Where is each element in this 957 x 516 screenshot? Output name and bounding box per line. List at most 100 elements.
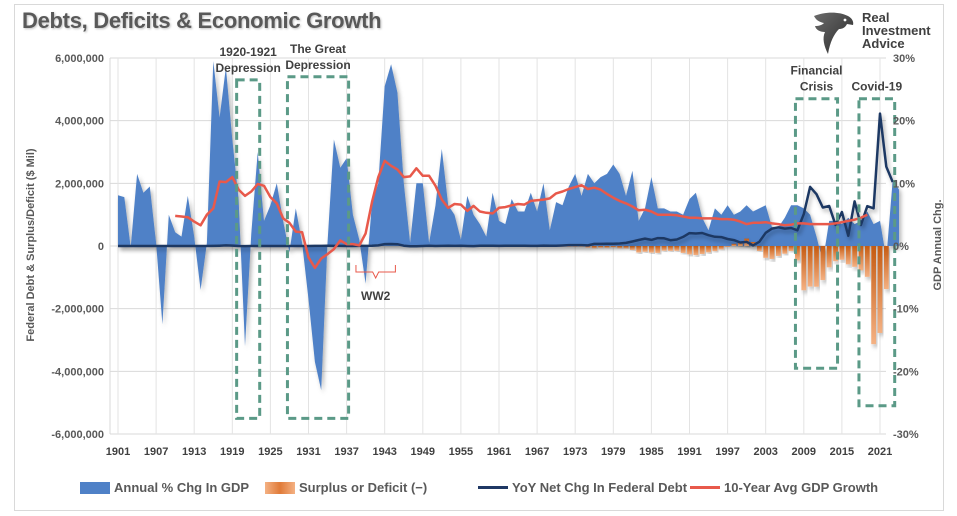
- x-tick-label: 1967: [525, 446, 549, 458]
- x-tick-label: 1961: [487, 446, 511, 458]
- legend-label: YoY Net Chg In Federal Debt: [512, 480, 688, 495]
- deficit-bar: [661, 246, 667, 251]
- deficit-bar: [579, 246, 584, 247]
- left-tick-label: 6,000,000: [55, 53, 104, 65]
- right-tick-label: -30%: [893, 429, 919, 441]
- deficit-bar: [858, 246, 864, 271]
- deficit-bar: [598, 246, 603, 248]
- deficit-bar: [680, 246, 686, 253]
- legend-item-deficit[interactable]: Surplus or Deficit (−): [265, 480, 427, 495]
- eagle-icon: [814, 12, 854, 54]
- x-tick-label: 1925: [258, 446, 282, 458]
- right-tick-label: 0%: [893, 241, 909, 253]
- deficit-bar: [782, 246, 788, 254]
- x-tick-label: 1913: [182, 446, 206, 458]
- right-tick-label: 30%: [893, 53, 915, 65]
- event-label: WW2: [361, 289, 391, 303]
- legend-label: Annual % Chg In GDP: [114, 480, 250, 495]
- deficit-bar: [814, 246, 819, 287]
- deficit-bar: [883, 246, 889, 290]
- deficit-bar: [852, 246, 857, 267]
- deficit-bar: [731, 243, 737, 246]
- logo-line-1: Real: [862, 10, 890, 25]
- x-tick-label: 2003: [753, 446, 777, 458]
- deficit-bar: [826, 246, 832, 268]
- x-tick-label: 2015: [830, 446, 854, 458]
- deficit-bar: [668, 246, 673, 251]
- right-axis-ticks: 30% 20% 10% 0% -10% -20% -30%: [893, 53, 919, 441]
- deficit-bar: [712, 246, 718, 252]
- deficit-bar: [763, 246, 769, 258]
- x-tick-label: 1949: [411, 446, 435, 458]
- left-tick-label: 4,000,000: [55, 116, 104, 128]
- legend-label: 10-Year Avg GDP Growth: [724, 480, 879, 495]
- deficit-bar: [769, 246, 775, 259]
- deficit-bar: [623, 246, 629, 249]
- deficit-bar: [776, 246, 781, 256]
- x-tick-label: 1937: [334, 446, 358, 458]
- left-tick-label: -2,000,000: [51, 304, 104, 316]
- deficit-bar: [617, 246, 623, 249]
- legend: Annual % Chg In GDP Surplus or Deficit (…: [0, 480, 957, 500]
- event-box: [285, 75, 351, 420]
- legend-swatch-debt: [478, 486, 508, 489]
- chart-frame: [14, 4, 944, 511]
- x-tick-label: 1973: [563, 446, 587, 458]
- x-tick-label: 1901: [106, 446, 130, 458]
- deficit-bars-series: [496, 238, 889, 345]
- debt-line-series: [118, 112, 894, 248]
- deficit-bar: [839, 246, 845, 260]
- deficit-bar: [604, 246, 610, 248]
- deficit-bar: [807, 246, 813, 287]
- legend-item-avg-gdp[interactable]: 10-Year Avg GDP Growth: [690, 480, 878, 495]
- debt-line: [118, 112, 894, 248]
- deficit-bar: [864, 246, 870, 277]
- gdp-area: [118, 61, 900, 391]
- brand-logo: Real Investment Advice: [812, 10, 942, 58]
- event-label: The Great: [290, 42, 346, 56]
- event-label: Financial: [790, 64, 842, 78]
- deficit-bar: [877, 246, 883, 333]
- avg-gdp-line: [175, 159, 868, 270]
- deficit-bar: [820, 246, 826, 281]
- event-box: [857, 97, 897, 408]
- left-axis-label: Federal Debt & Surplus/Deficit ($ Mil): [25, 148, 37, 342]
- deficit-bar: [737, 242, 743, 246]
- ww2-bracket: [355, 265, 396, 280]
- deficit-bar: [655, 246, 661, 253]
- legend-label: Surplus or Deficit (−): [299, 480, 428, 495]
- deficit-bar: [674, 246, 680, 251]
- x-tick-label: 1919: [220, 446, 244, 458]
- deficit-bar: [591, 246, 597, 249]
- right-tick-label: 10%: [893, 178, 915, 190]
- left-tick-label: 0: [98, 241, 104, 253]
- event-label: Depression: [215, 61, 280, 75]
- deficit-bar: [706, 246, 711, 253]
- x-tick-label: 1931: [296, 446, 320, 458]
- logo-line-3: Advice: [862, 36, 905, 51]
- deficit-bar: [756, 246, 762, 251]
- deficit-bar: [871, 246, 877, 345]
- deficit-bar: [795, 246, 800, 261]
- right-tick-label: 20%: [893, 116, 915, 128]
- right-tick-label: -10%: [893, 304, 919, 316]
- left-tick-label: -4,000,000: [51, 366, 104, 378]
- deficit-bar: [725, 246, 730, 247]
- x-tick-label: 2021: [868, 446, 892, 458]
- legend-item-gdp[interactable]: Annual % Chg In GDP: [80, 480, 249, 495]
- logo-line-2: Investment: [862, 23, 931, 38]
- legend-swatch-deficit: [265, 481, 295, 494]
- legend-item-debt[interactable]: YoY Net Chg In Federal Debt: [478, 480, 687, 495]
- event-label: 1920-1921: [219, 45, 277, 59]
- logo-text: Real Investment Advice: [862, 11, 931, 50]
- deficit-bar: [788, 246, 794, 252]
- left-tick-label: 2,000,000: [55, 178, 104, 190]
- x-tick-label: 1943: [372, 446, 396, 458]
- right-tick-label: -20%: [893, 366, 919, 378]
- legend-swatch-avg-gdp: [690, 486, 720, 489]
- deficit-bar: [801, 246, 807, 291]
- deficit-bar: [610, 246, 616, 248]
- x-tick-label: 2009: [792, 446, 816, 458]
- deficit-bar: [833, 246, 838, 262]
- left-axis-ticks: 6,000,000 4,000,000 2,000,000 0 -2,000,000 -4…: [51, 53, 104, 441]
